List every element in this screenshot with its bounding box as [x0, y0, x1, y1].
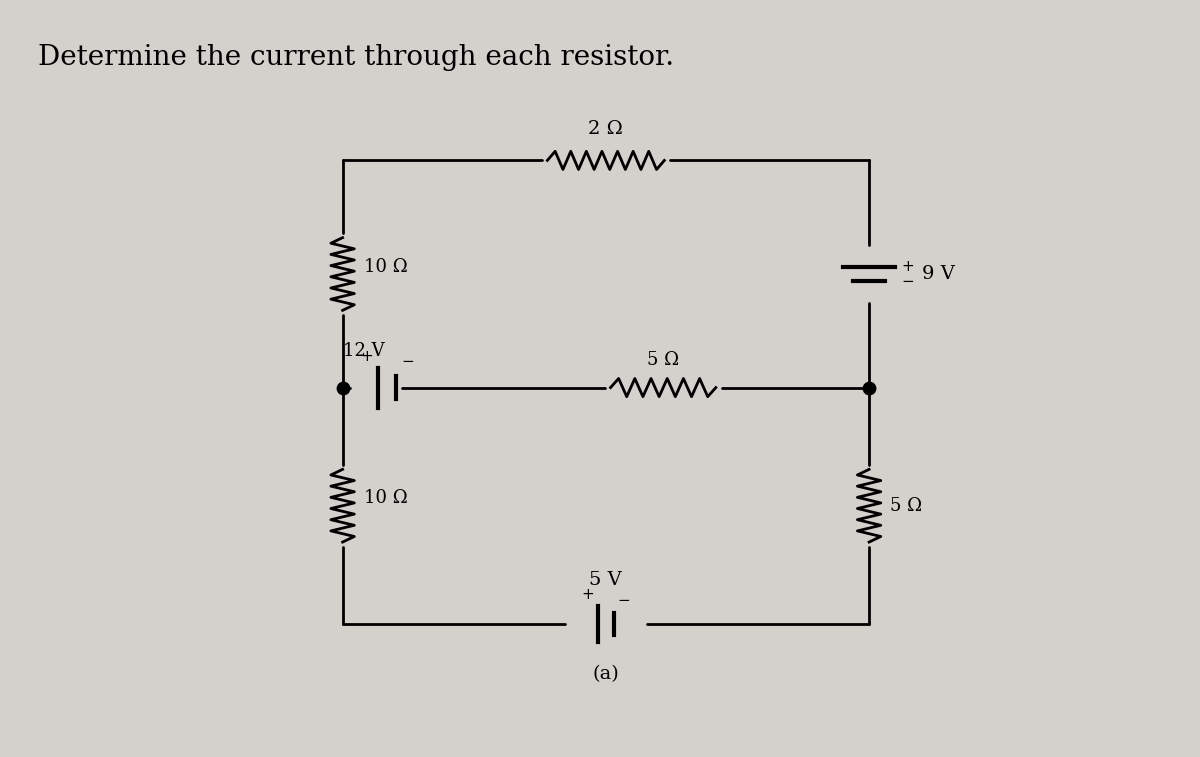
- Text: 10 Ω: 10 Ω: [364, 257, 408, 276]
- Text: 5 V: 5 V: [589, 572, 623, 590]
- Text: +: +: [902, 259, 914, 274]
- Text: −: −: [618, 593, 630, 608]
- Text: 2 Ω: 2 Ω: [588, 120, 623, 138]
- Text: 12 V: 12 V: [343, 342, 384, 360]
- Text: Determine the current through each resistor.: Determine the current through each resis…: [38, 44, 674, 71]
- Point: [332, 382, 353, 394]
- Text: −: −: [401, 354, 414, 369]
- Text: 5 Ω: 5 Ω: [647, 351, 679, 369]
- Text: +: +: [360, 349, 373, 364]
- Text: +: +: [581, 587, 594, 602]
- Text: −: −: [902, 274, 914, 288]
- Text: 9 V: 9 V: [922, 265, 955, 283]
- Text: 10 Ω: 10 Ω: [364, 490, 408, 507]
- Text: 5 Ω: 5 Ω: [890, 497, 923, 515]
- Point: [859, 382, 878, 394]
- Text: (a): (a): [593, 665, 619, 683]
